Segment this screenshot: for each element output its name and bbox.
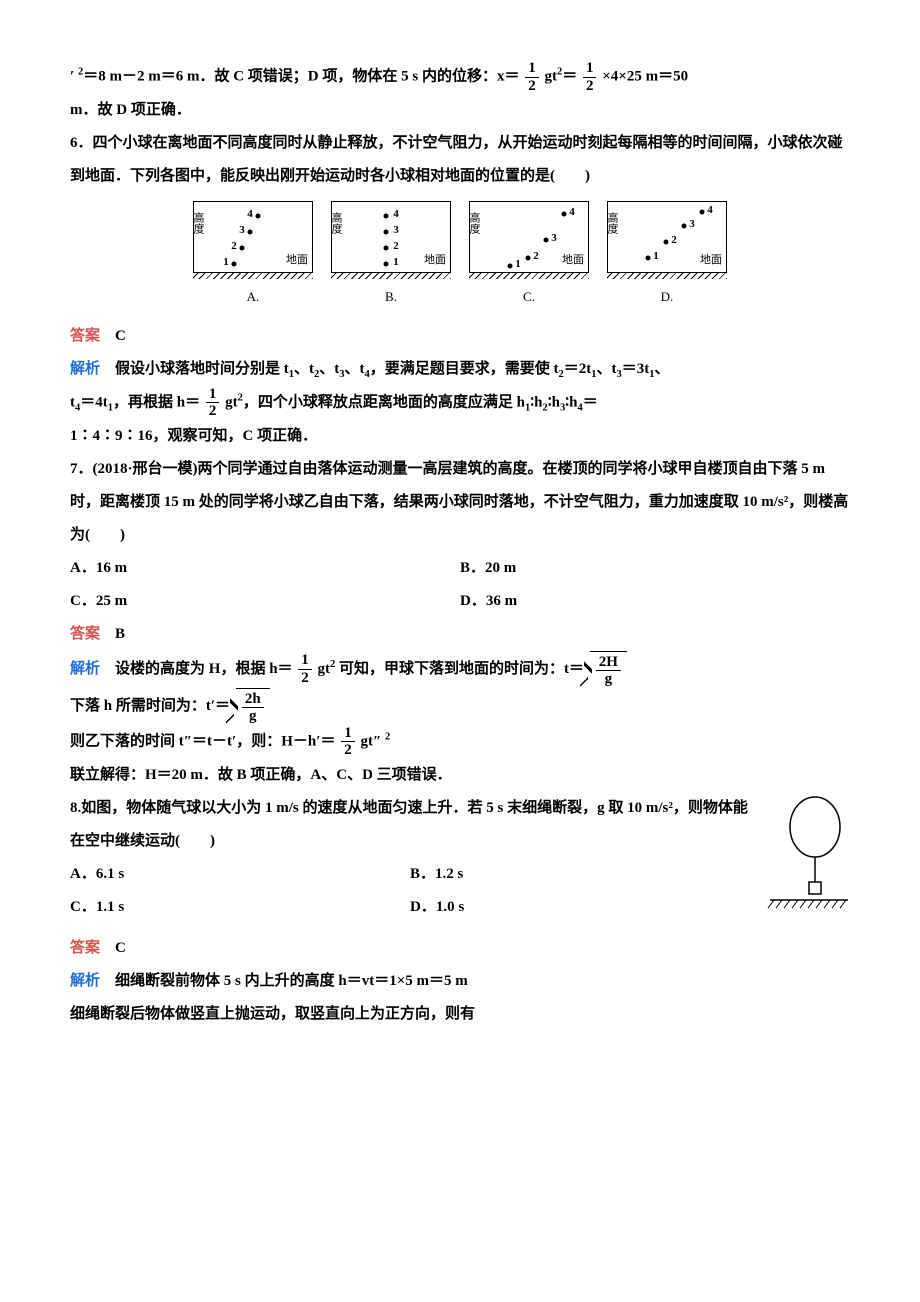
q7-answer: 答案 B (70, 618, 850, 651)
choice-c: C．1.1 s (70, 891, 410, 924)
q7-explain-4: 联立解得：H＝20 m．故 B 项正确，A、C、D 三项错误． (70, 759, 850, 792)
choice-d: D．1.0 s (410, 891, 750, 924)
q6-answer: 答案 C (70, 320, 850, 353)
ground-label: 地面 (424, 248, 446, 272)
q6-explain-1: 解析 假设小球落地时间分别是 t1、t2、t3、t4，要满足题目要求，需要使 t… (70, 353, 850, 386)
diagram-d: 高度 地面 1 2 3 4 D. (607, 201, 727, 312)
choice-b: B．20 m (460, 552, 850, 585)
diagram-c: 高度 地面 1 2 3 4 C. (469, 201, 589, 312)
choice-a: A．6.1 s (70, 858, 410, 891)
axis-label: 高度 (606, 212, 617, 234)
q8-text: 8.如图，物体随气球以大小为 1 m/s 的速度从地面匀速上升．若 5 s 末细… (70, 792, 850, 858)
axis-label: 高度 (468, 212, 479, 234)
q6-diagrams: 高度 地面 1 2 3 4 A. 高度 地面 1 2 3 4 B. 高度 地面 … (70, 201, 850, 312)
diagram-caption: D. (607, 283, 727, 312)
q8-choices: A．6.1 s B．1.2 s C．1.1 s D．1.0 s (70, 858, 750, 924)
choice-b: B．1.2 s (410, 858, 750, 891)
q7-explain-2: 下落 h 所需时间为：t′＝ 2hg (70, 688, 850, 725)
q7-choices: A．16 m B．20 m C．25 m D．36 m (70, 552, 850, 618)
q7-text: 7．(2018·邢台一模)两个同学通过自由落体运动测量一高层建筑的高度。在楼顶的… (70, 453, 850, 552)
choice-d: D．36 m (460, 585, 850, 618)
q6-explain-3: 1∶4∶9∶16，观察可知，C 项正确． (70, 420, 850, 453)
q8-block: 8.如图，物体随气球以大小为 1 m/s 的速度从地面匀速上升．若 5 s 末细… (70, 792, 850, 932)
balloon-icon (760, 792, 850, 932)
diagram-caption: C. (469, 283, 589, 312)
diagram-caption: B. (331, 283, 451, 312)
ground-label: 地面 (700, 248, 722, 272)
q6-explain-2: t4＝4t1，再根据 h＝ 12 gt2，四个小球释放点距离地面的高度应满足 h… (70, 386, 850, 420)
q6-text: 6．四个小球在离地面不同高度同时从静止释放，不计空气阻力，从开始运动时刻起每隔相… (70, 127, 850, 193)
choice-c: C．25 m (70, 585, 460, 618)
q8-explain-2: 细绳断裂后物体做竖直上抛运动，取竖直向上为正方向，则有 (70, 998, 850, 1031)
ground-label: 地面 (562, 248, 584, 272)
axis-label: 高度 (192, 212, 203, 234)
q7-explain-3: 则乙下落的时间 t″＝t－t′，则：H－h′＝ 12 gt″ 2 (70, 725, 850, 759)
q8-answer: 答案 C (70, 932, 850, 965)
choice-a: A．16 m (70, 552, 460, 585)
diagram-a: 高度 地面 1 2 3 4 A. (193, 201, 313, 312)
q7-explain-1: 解析 设楼的高度为 H，根据 h＝ 12 gt2 可知，甲球下落到地面的时间为：… (70, 651, 850, 688)
diagram-caption: A. (193, 283, 313, 312)
cont-line-2: m．故 D 项正确． (70, 94, 850, 127)
q8-explain-1: 解析 细绳断裂前物体 5 s 内上升的高度 h＝vt＝1×5 m＝5 m (70, 965, 850, 998)
ground-label: 地面 (286, 248, 308, 272)
axis-label: 高度 (330, 212, 341, 234)
diagram-b: 高度 地面 1 2 3 4 B. (331, 201, 451, 312)
cont-line-1: ′ 2＝8 m－2 m＝6 m．故 C 项错误；D 项，物体在 5 s 内的位移… (70, 60, 850, 94)
